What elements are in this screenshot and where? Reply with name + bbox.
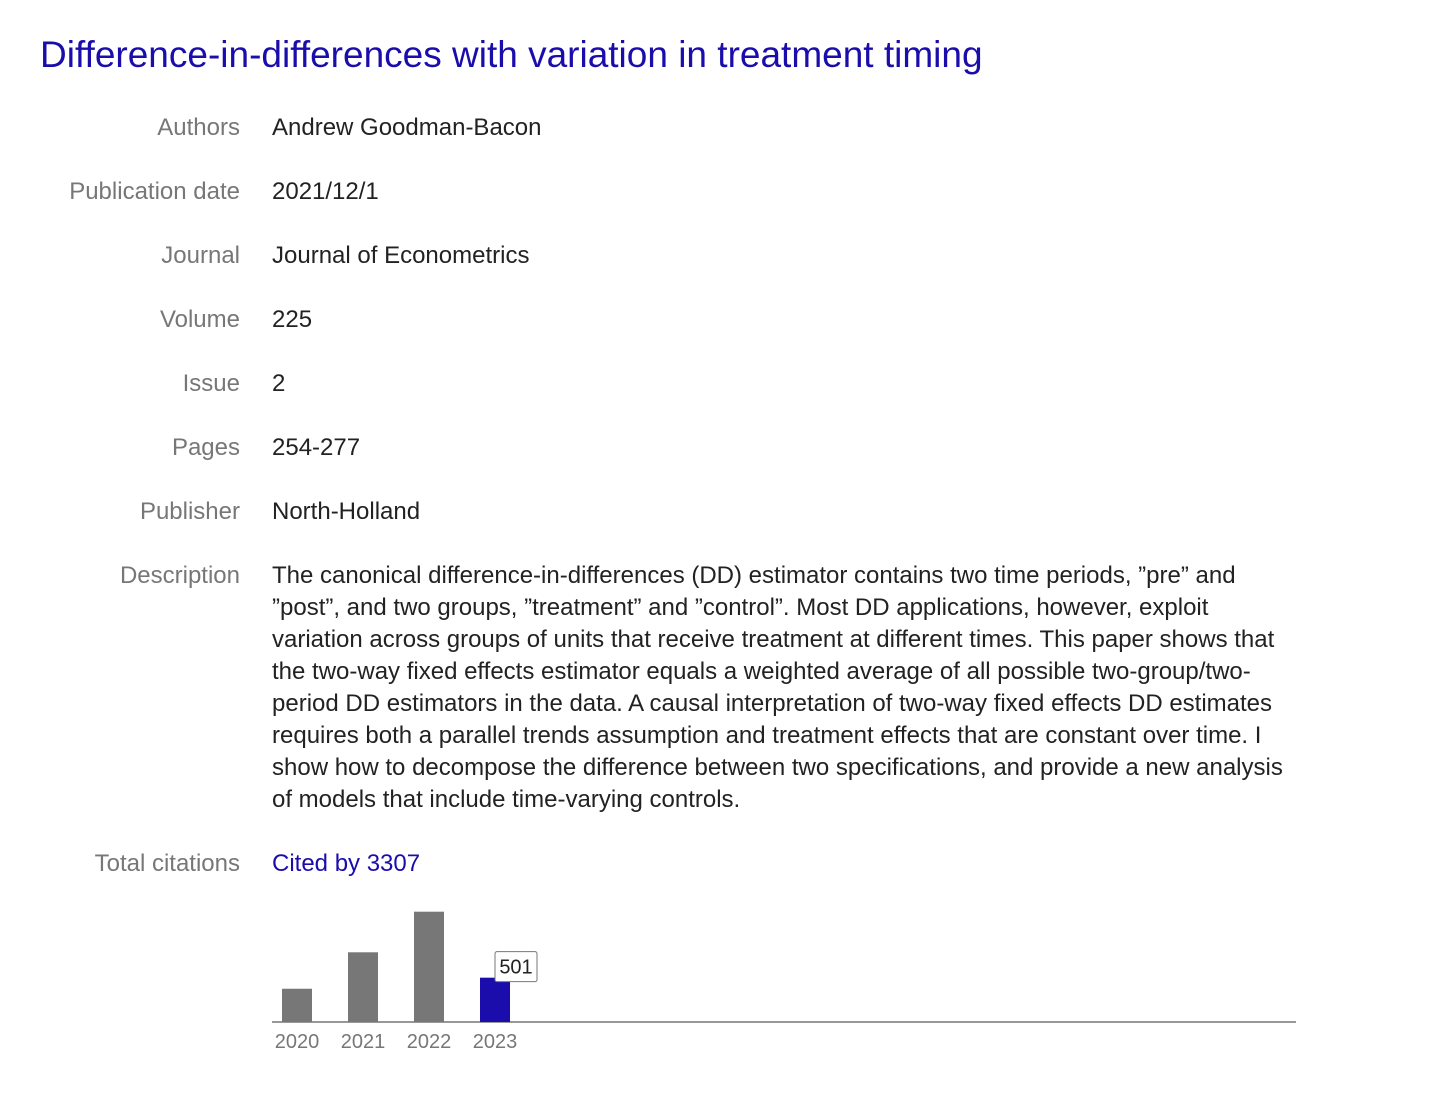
volume-value: 225 [272,306,313,333]
authors-value: Andrew Goodman-Bacon [272,114,542,141]
publication-date-label: Publication date [69,178,240,205]
total-citations-label: Total citations [94,850,240,877]
citation-bar-2021[interactable] [348,952,378,1022]
year-tick-label: 2022 [407,1031,452,1053]
issue-label: Issue [182,370,240,397]
publisher-label: Publisher [139,498,240,525]
year-tick-label: 2021 [341,1031,386,1053]
article-title-link[interactable]: Difference-in-differences with variation… [40,34,983,75]
issue-value: 2 [272,370,286,397]
description-text: The canonical difference-in-differences … [272,562,1283,813]
journal-label: Journal [161,242,240,269]
publisher-value: North-Holland [272,498,421,525]
citation-tooltip-value: 501 [499,957,532,979]
citation-bar-2020[interactable] [282,988,312,1022]
authors-label: Authors [157,114,240,141]
citation-bar-2022[interactable] [414,911,444,1022]
pages-value: 254-277 [272,434,361,461]
citation-bar-2023[interactable] [480,977,510,1022]
year-tick-label: 2023 [473,1031,518,1053]
volume-label: Volume [159,306,240,333]
journal-value: Journal of Econometrics [272,242,530,269]
description-label: Description [119,562,240,589]
cited-by-link[interactable]: Cited by 3307 [272,850,421,877]
publication-date-value: 2021/12/1 [272,178,379,205]
year-tick-label: 2020 [275,1031,320,1053]
pages-label: Pages [171,434,240,461]
citation-tooltip-box [494,951,538,983]
